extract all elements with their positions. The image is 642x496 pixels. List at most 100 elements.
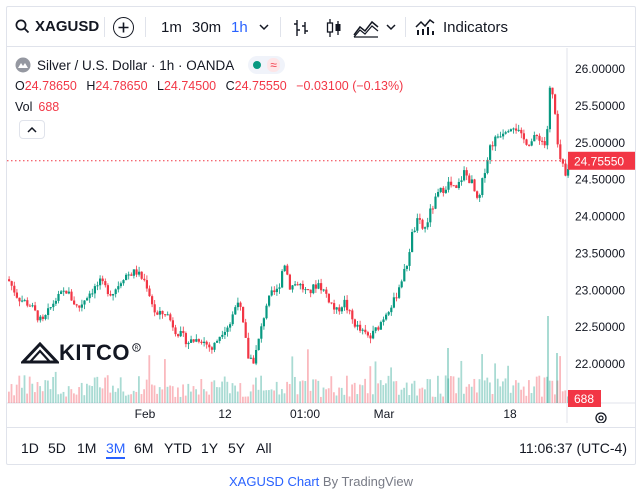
candle-body [424,227,427,229]
candle-body [561,159,564,164]
candle-body [496,136,499,138]
area-style-icon[interactable] [353,18,379,38]
candle-body [403,268,406,282]
indicators-button[interactable]: Indicators [415,18,508,36]
candle-body [174,327,177,335]
volume-bar [520,389,522,403]
candle-body [205,341,208,345]
last-price-badge [568,151,635,170]
divider [280,17,281,37]
candles-icon[interactable] [325,18,343,38]
volume-bar [385,383,387,403]
y-tick-label: 25.50000 [575,99,625,113]
volume-bar [431,396,434,403]
candle-body [132,269,135,276]
candle-body [359,324,362,331]
volume-bar [444,375,447,403]
registered-mark-icon: R [132,342,141,352]
candle-body [413,230,416,233]
range-1y[interactable]: 1Y [201,440,219,456]
bottom-toolbar: 1D 5D 1M 3M 6M YTD 1Y 5Y All 11:06:37 (U… [7,427,635,464]
price-chart[interactable]: 26.00000 25.50000 25.00000 24.50000 24.00000… [7,48,636,423]
settings-gear-icon[interactable] [595,412,607,423]
range-5y[interactable]: 5Y [228,440,246,456]
volume-bar [437,375,439,403]
range-1m[interactable]: 1M [77,440,97,456]
volume-bar [200,379,203,403]
volume-bar [234,385,236,403]
interval-30m[interactable]: 30m [192,19,222,36]
volume-bar [122,391,125,403]
symbol-search[interactable]: XAGUSD [15,7,99,47]
range-6m[interactable]: 6M [134,440,154,456]
volume-bar [117,388,119,403]
candle-body [67,291,70,294]
range-3m[interactable]: 3M [106,440,126,459]
volume-bar [192,386,195,403]
candle-body [296,284,299,286]
candle-body [364,329,367,333]
volume-bar [182,384,184,403]
candle-body [353,319,356,327]
market-status-badge[interactable]: ≈ [248,56,285,74]
candle-body [525,139,528,145]
y-tick-label: 24.50000 [575,173,625,187]
range-1d[interactable]: 1D [21,440,39,456]
timezone-clock[interactable]: 11:06:37 (UTC-4) [519,440,627,456]
volume-bar [382,385,385,403]
volume-bar [504,378,507,403]
volume-bar [379,380,382,403]
attribution-chart-link[interactable]: XAGUSD Chart [228,474,320,489]
candle-body [70,291,73,301]
candle-body [169,314,172,321]
close-value: 24.75550 [234,79,287,93]
range-all[interactable]: All [256,440,272,456]
chart-widget: XAGUSD 1m 30m 1h [6,6,636,465]
compare-plus-icon[interactable] [113,17,134,38]
range-5d[interactable]: 5D [48,440,66,456]
candle-body [78,305,81,308]
volume-bar [296,394,299,403]
candle-body [288,274,291,290]
candle-body [54,300,57,304]
volume-bar [528,380,530,403]
candle-body [203,341,206,344]
volume-bar [226,381,229,403]
candle-body [457,181,460,188]
volume-bar [164,359,166,403]
candle-body [247,337,250,359]
range-ytd[interactable]: YTD [164,440,192,456]
attribution-by[interactable]: By TradingView [319,474,413,489]
volume-bar [130,394,132,403]
volume-bar [62,391,65,403]
chevron-down-icon[interactable] [259,24,269,31]
volume-bar [247,396,249,403]
candle-body [535,135,538,137]
candle-body [483,173,486,179]
volume-bar [216,387,218,403]
interval-1h[interactable]: 1h [231,19,248,36]
volume-bar [398,394,400,403]
volume-bar [348,396,351,403]
volume-bar [236,391,239,403]
candle-body [208,344,211,348]
volume-bar [278,394,281,403]
candle-body [101,278,104,282]
volume-bar [67,386,70,403]
candle-body [270,290,273,296]
volume-bar [483,380,486,403]
volume-bar [530,393,533,403]
bar-style-icon[interactable] [292,18,310,38]
volume-bar [507,365,509,403]
candle-body [489,145,492,160]
candle-body [75,304,78,306]
candle-body [151,296,154,305]
collapse-legend-button[interactable] [19,120,45,139]
volume-bar [156,393,158,403]
interval-1m[interactable]: 1m [161,19,182,36]
volume-bar [286,381,288,403]
volume-bar [535,376,538,403]
last-volume-label: 688 [574,392,594,406]
candle-body [109,294,112,296]
chevron-down-icon[interactable] [386,24,396,31]
